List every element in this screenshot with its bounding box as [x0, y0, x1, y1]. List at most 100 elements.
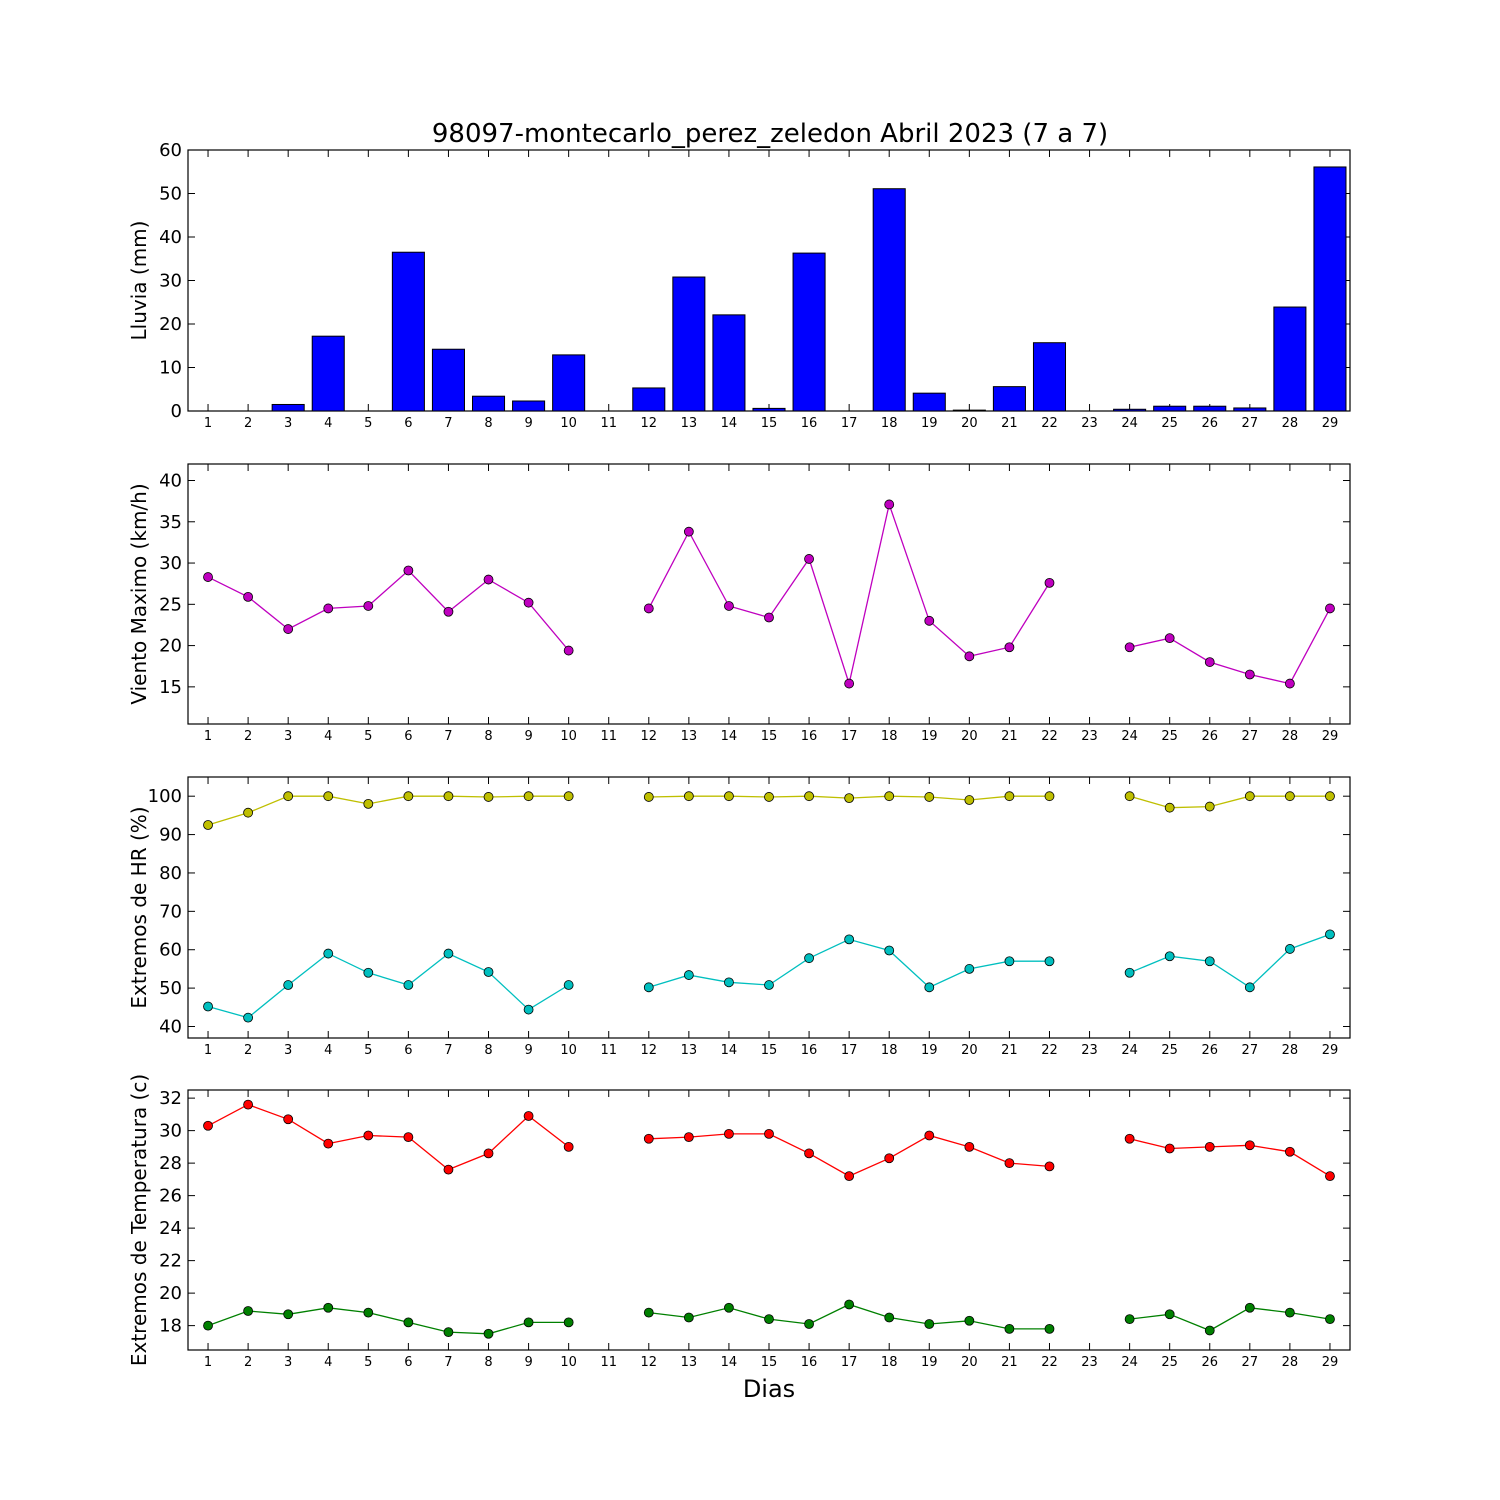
point-hr_max-day-9: [523, 791, 534, 802]
axes-frame: [187, 463, 1351, 725]
x-tick-label: 17: [841, 1355, 858, 1370]
y-tick-label: 40: [159, 1016, 182, 1037]
x-tick-label: 15: [761, 1355, 778, 1370]
x-tick-label: 19: [921, 416, 938, 431]
point-hr_max-day-4: [323, 791, 334, 802]
x-tick-label: 18: [881, 729, 898, 744]
x-tick-label: 15: [761, 729, 778, 744]
point-hr_min-day-2: [243, 1012, 254, 1023]
point-wind-day-27: [1244, 669, 1255, 680]
x-tick-label: 2: [244, 1355, 252, 1370]
x-tick-label: 9: [524, 729, 532, 744]
point-temp_max-day-14: [724, 1128, 734, 1139]
x-tick-label: 10: [560, 729, 577, 744]
x-tick-label: 3: [284, 1355, 292, 1370]
x-tick-label: 10: [560, 1355, 577, 1370]
x-tick-label: 19: [921, 1043, 938, 1058]
point-hr_max-day-6: [403, 791, 414, 802]
point-temp_max-day-4: [323, 1138, 334, 1149]
point-hr_min-day-26: [1204, 956, 1215, 967]
point-temp_min-day-22: [1044, 1323, 1055, 1334]
x-tick-label: 7: [444, 1355, 452, 1370]
point-temp_min-day-15: [764, 1314, 774, 1325]
point-hr_min-day-28: [1284, 944, 1295, 954]
x-tick-label: 12: [641, 1043, 658, 1058]
point-wind-day-20: [964, 651, 975, 662]
point-temp_max-day-1: [203, 1120, 213, 1131]
point-temp_min-day-29: [1325, 1314, 1335, 1325]
x-tick-label: 10: [560, 1043, 577, 1058]
x-tick-label: 16: [801, 416, 818, 431]
x-tick-label: 28: [1282, 1043, 1299, 1058]
x-tick-label: 4: [324, 416, 332, 431]
point-hr_min-day-9: [523, 1004, 534, 1015]
point-wind-day-8: [483, 574, 494, 585]
point-temp_min-day-6: [403, 1317, 414, 1328]
point-temp_min-day-18: [884, 1312, 895, 1323]
point-temp_max-day-27: [1244, 1140, 1255, 1151]
x-tick-label: 16: [801, 1043, 818, 1058]
point-temp_max-day-12: [643, 1133, 654, 1144]
point-wind-day-13: [683, 526, 694, 537]
point-hr_max-day-7: [443, 791, 454, 802]
x-tick-label: 22: [1041, 729, 1058, 744]
x-tick-label: 21: [1001, 729, 1018, 744]
point-hr_min-day-19: [924, 982, 935, 993]
point-hr_min-day-8: [483, 967, 494, 977]
series-line-temp_max: [207, 1103, 1331, 1177]
point-hr_max-day-3: [283, 791, 294, 802]
y-tick-label: 10: [159, 358, 182, 379]
point-temp_max-day-26: [1204, 1141, 1215, 1152]
series-line-wind: [207, 502, 1331, 687]
x-tick-label: 25: [1161, 416, 1178, 431]
point-hr_max-day-15: [764, 792, 774, 802]
point-temp_max-day-15: [764, 1128, 774, 1139]
point-hr_max-day-29: [1325, 791, 1335, 802]
point-temp_max-day-13: [683, 1132, 694, 1143]
x-tick-label: 9: [524, 1043, 532, 1058]
x-tick-label: 17: [841, 416, 858, 431]
point-hr_min-day-13: [683, 970, 694, 980]
x-tick-label: 3: [284, 416, 292, 431]
point-wind-day-21: [1004, 642, 1015, 653]
x-tick-label: 24: [1121, 729, 1138, 744]
x-tick-label: 15: [761, 416, 778, 431]
point-hr_max-day-25: [1164, 802, 1175, 813]
bar-day-7: [431, 348, 465, 412]
point-temp_max-day-21: [1004, 1158, 1015, 1169]
x-tick-label: 19: [921, 729, 938, 744]
y-axis-label: Extremos de HR (%): [127, 806, 151, 1008]
y-tick-label: 24: [159, 1218, 182, 1239]
point-temp_min-day-13: [683, 1312, 694, 1323]
point-wind-day-3: [283, 624, 294, 634]
y-tick-label: 18: [159, 1316, 182, 1337]
x-tick-label: 14: [721, 729, 738, 744]
point-hr_max-day-14: [724, 791, 734, 802]
point-temp_max-day-17: [844, 1171, 855, 1182]
x-tick-label: 5: [364, 1355, 372, 1370]
point-hr_min-day-21: [1004, 956, 1015, 967]
point-hr_min-day-16: [804, 953, 814, 964]
point-hr_min-day-6: [403, 980, 414, 990]
bar-day-24: [1113, 408, 1147, 412]
point-wind-day-15: [764, 612, 774, 623]
bar-day-28: [1273, 306, 1307, 412]
point-wind-day-4: [323, 603, 334, 614]
x-tick-label: 27: [1242, 1355, 1259, 1370]
point-temp_min-day-7: [443, 1327, 454, 1338]
x-tick-label: 20: [961, 416, 978, 431]
x-tick-label: 20: [961, 1355, 978, 1370]
point-hr_max-day-5: [363, 798, 374, 809]
x-tick-label: 28: [1282, 416, 1299, 431]
x-tick-label: 12: [641, 1355, 658, 1370]
y-axis-label: Lluvia (mm): [127, 221, 151, 341]
point-temp_max-day-3: [283, 1114, 294, 1125]
x-tick-label: 4: [324, 729, 332, 744]
point-wind-day-29: [1325, 603, 1335, 614]
point-wind-day-26: [1204, 657, 1215, 667]
x-tick-label: 21: [1001, 1355, 1018, 1370]
x-tick-label: 22: [1041, 1355, 1058, 1370]
x-tick-label: 19: [921, 1355, 938, 1370]
